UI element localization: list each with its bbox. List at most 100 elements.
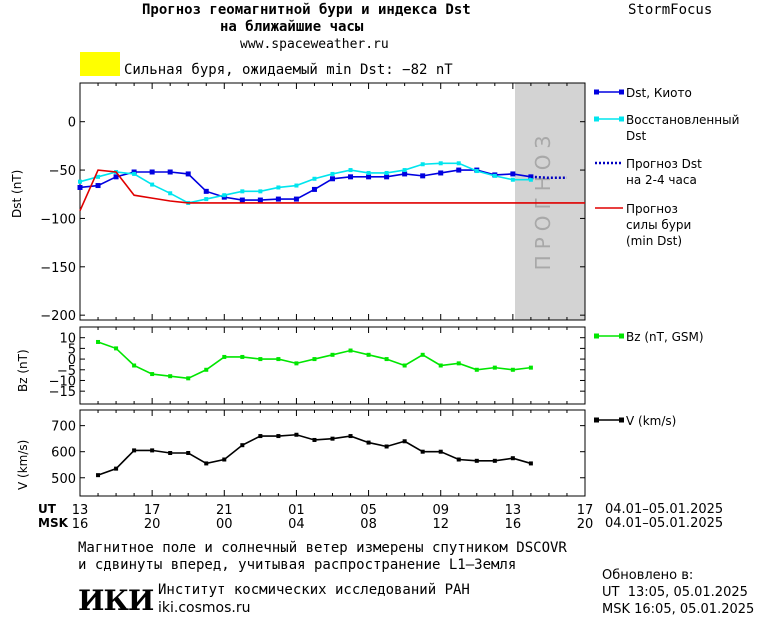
data-point (276, 185, 281, 190)
data-point (510, 456, 515, 461)
data-point (456, 167, 462, 173)
legend-marker (594, 417, 599, 423)
legend-marker (594, 116, 599, 122)
data-point (96, 339, 101, 344)
ut-tick-label: 01 (288, 503, 305, 518)
data-point (311, 186, 317, 192)
data-point (420, 173, 426, 179)
updated-ut: UT 13:05, 05.01.2025 (602, 585, 748, 600)
data-point (384, 357, 389, 362)
data-point (438, 449, 443, 454)
y-tick-label: −50 (49, 164, 76, 179)
y-tick-label: 5 (68, 342, 76, 357)
storm-banner-text: Сильная буря, ожидаемый min Dst: −82 nT (124, 62, 453, 78)
data-point (258, 189, 263, 194)
data-point (257, 197, 263, 203)
data-point (312, 357, 317, 362)
data-point (150, 372, 155, 377)
data-point (132, 171, 137, 176)
data-point (293, 196, 299, 202)
legend-label: на 2-4 часа (626, 173, 697, 187)
data-point (528, 365, 533, 370)
legend-label: Прогноз Dst (626, 157, 702, 171)
data-point (384, 174, 390, 180)
data-point (402, 168, 407, 173)
bz-y-axis-label: Bz (nT) (16, 349, 30, 392)
data-point (222, 193, 227, 198)
updated-msk: MSK 16:05, 05.01.2025 (602, 602, 755, 617)
msk-tick-label: 08 (360, 517, 377, 532)
data-point (114, 466, 119, 471)
msk-row-label: MSK (38, 516, 68, 530)
v-panel-frame (79, 409, 586, 497)
chart-subtitle: на ближайшие часы (220, 19, 364, 35)
y-tick-label: 700 (51, 420, 76, 435)
y-tick-label: −15 (49, 385, 76, 400)
iki-logo[interactable]: ИКИ (78, 584, 154, 617)
legend-entry: Прогноз Dst на 2-4 часа (595, 157, 702, 187)
y-tick-label: −100 (40, 212, 76, 227)
data-point (366, 440, 371, 445)
legend-label: Dst, Киото (626, 86, 692, 100)
msk-tick-label: 00 (216, 517, 233, 532)
data-point (456, 361, 461, 366)
site-url[interactable]: www.spaceweather.ru (240, 37, 389, 52)
data-point (384, 444, 389, 449)
msk-tick-label: 16 (505, 517, 522, 532)
legend-marker (619, 417, 624, 423)
ut-tick-label: 17 (144, 503, 161, 518)
y-tick-label: 10 (59, 332, 76, 347)
data-point (276, 357, 281, 362)
data-point (186, 451, 191, 455)
data-point (294, 361, 299, 366)
legend-label: Восстановленный (626, 113, 739, 127)
data-point (384, 170, 389, 175)
data-point (167, 169, 173, 175)
legend-label: V (km/s) (626, 414, 676, 428)
series-line (79, 169, 585, 212)
y-tick-label: −200 (40, 309, 76, 324)
data-point (438, 161, 443, 166)
institute-site[interactable]: iki.cosmos.ru (158, 600, 251, 616)
chart-title: Прогноз геомагнитной бури и индекса Dst (142, 2, 471, 18)
data-point (492, 365, 497, 370)
data-point (258, 357, 263, 362)
data-point (95, 183, 101, 189)
data-point (438, 363, 443, 368)
data-point (150, 448, 155, 453)
legend-label: Dst (626, 129, 646, 143)
data-point (204, 461, 209, 466)
legend-entry: Восстановленный Dst (594, 113, 739, 143)
data-point (204, 367, 209, 372)
data-point (402, 171, 408, 177)
data-point (528, 461, 533, 466)
data-point (150, 182, 155, 187)
legend-label: силы бури (626, 218, 691, 232)
forecast-region (515, 83, 585, 320)
y-tick-label: −150 (40, 261, 76, 276)
y-tick-label: −10 (49, 374, 76, 389)
footnote-line1: Магнитное поле и солнечный ветер измерен… (78, 540, 567, 556)
msk-tick-label: 20 (144, 517, 161, 532)
storm-level-swatch (80, 52, 120, 76)
data-point (510, 177, 515, 182)
legend-entry: Прогноз силы бури (min Dst) (595, 202, 691, 248)
data-point (222, 457, 227, 462)
data-point (240, 443, 245, 448)
data-point (186, 376, 191, 381)
ut-tick-label: 13 (72, 503, 89, 518)
data-point (438, 170, 444, 176)
msk-tick-label: 20 (577, 517, 594, 532)
data-point (312, 176, 317, 181)
data-point (204, 197, 209, 202)
data-point (149, 169, 155, 175)
msk-tick-label: 12 (432, 517, 449, 532)
date-range-ut: 04.01–05.01.2025 (605, 502, 724, 517)
data-point (294, 432, 299, 437)
data-point (132, 363, 137, 368)
data-point (510, 171, 516, 177)
bz-panel-frame (79, 326, 586, 405)
data-point (330, 352, 335, 357)
data-point (474, 367, 479, 372)
data-point (222, 354, 227, 359)
